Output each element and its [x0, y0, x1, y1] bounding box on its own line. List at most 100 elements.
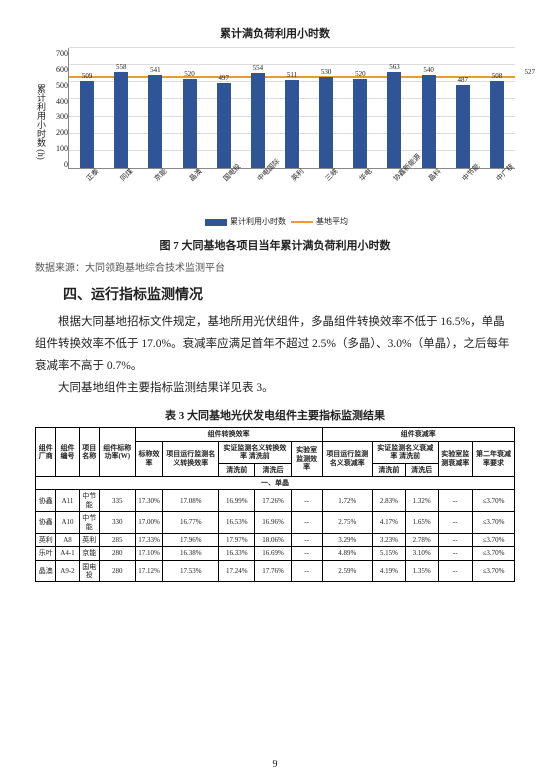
td: 16.99%	[219, 490, 255, 512]
td: 17.24%	[219, 560, 255, 582]
td: 330	[99, 512, 135, 534]
td: 17.97%	[219, 533, 255, 546]
td: A9-2	[56, 560, 79, 582]
legend-avg-label: 基地平均	[316, 217, 348, 226]
section-heading: 四、运行指标监测情况	[35, 284, 515, 304]
chart-legend: 累计利用小时数 基地平均	[35, 216, 515, 227]
td: 3.23%	[373, 533, 406, 546]
th: 实验室监测效率	[291, 441, 322, 476]
th: 组件标称功率(W)	[99, 428, 135, 477]
td: 1.72%	[322, 490, 373, 512]
th-section: 一、单晶	[36, 476, 515, 489]
td: 17.33%	[135, 533, 163, 546]
th: 清洗前	[219, 463, 255, 476]
th: 组件转换效率	[135, 428, 322, 441]
td: 协鑫	[36, 490, 56, 512]
td: 17.96%	[163, 533, 219, 546]
td: 2.59%	[322, 560, 373, 582]
legend-bar-swatch	[205, 219, 227, 226]
td: --	[291, 512, 322, 534]
th: 实证监测名义衰减率 清洗前	[373, 441, 438, 463]
td: --	[291, 533, 322, 546]
td: 京能	[79, 547, 99, 560]
chart-plot: 527509正泰558同煤541京能520晶澳497国电投554中电国际511英…	[68, 48, 515, 169]
td: 17.12%	[135, 560, 163, 582]
td: A11	[56, 490, 79, 512]
th: 实验室监测衰减率	[438, 441, 472, 476]
page-number: 9	[0, 759, 550, 770]
td: --	[438, 533, 472, 546]
td: 1.35%	[405, 560, 438, 582]
td: 英利	[36, 533, 56, 546]
th: 组件编号	[56, 428, 79, 477]
td: ≤3.70%	[472, 547, 514, 560]
td: ≤3.70%	[472, 560, 514, 582]
td: --	[438, 547, 472, 560]
td: 16.53%	[219, 512, 255, 534]
td: 2.75%	[322, 512, 373, 534]
td: 中节能	[79, 490, 99, 512]
td: A10	[56, 512, 79, 534]
td: 17.76%	[255, 560, 291, 582]
td: 3.29%	[322, 533, 373, 546]
td: 晶澳	[36, 560, 56, 582]
data-source: 数据来源：大同领跑基地综合技术监测平台	[35, 259, 515, 274]
td: 1.32%	[405, 490, 438, 512]
th: 实证监测名义转换效率 清洗前	[219, 441, 291, 463]
td: 4.17%	[373, 512, 406, 534]
td: 4.89%	[322, 547, 373, 560]
td: 17.10%	[135, 547, 163, 560]
td: 16.69%	[255, 547, 291, 560]
td: 协鑫	[36, 512, 56, 534]
td: 285	[99, 533, 135, 546]
th: 项目名称	[79, 428, 99, 477]
th: 标称效率	[135, 441, 163, 476]
td: 1.65%	[405, 512, 438, 534]
td: 335	[99, 490, 135, 512]
th: 清洗后	[405, 463, 438, 476]
td: 4.19%	[373, 560, 406, 582]
td: 280	[99, 547, 135, 560]
bar-chart: 累计利用小时数 (h) 7006005004003002001000 52750…	[35, 49, 515, 194]
td: 16.77%	[163, 512, 219, 534]
legend-avg-swatch	[291, 221, 313, 223]
td: 17.53%	[163, 560, 219, 582]
td: 英利	[79, 533, 99, 546]
td: 中节能	[79, 512, 99, 534]
table-caption: 表 3 大同基地光伏发电组件主要指标监测结果	[35, 407, 515, 423]
td: --	[438, 490, 472, 512]
td: 2.78%	[405, 533, 438, 546]
th: 项目运行监测名义衰减率	[322, 441, 373, 476]
td: 280	[99, 560, 135, 582]
results-table: 组件厂商 组件编号 项目名称 组件标称功率(W) 组件转换效率 组件衰减率 标称…	[35, 427, 515, 582]
th: 组件厂商	[36, 428, 56, 477]
td: 16.96%	[255, 512, 291, 534]
td: --	[291, 547, 322, 560]
td: A8	[56, 533, 79, 546]
td: --	[438, 512, 472, 534]
td: --	[438, 560, 472, 582]
th: 清洗前	[373, 463, 406, 476]
td: 国电投	[79, 560, 99, 582]
legend-bar-label: 累计利用小时数	[230, 217, 286, 226]
td: --	[291, 560, 322, 582]
y-axis-ticks: 7006005004003002001000	[50, 49, 68, 169]
paragraph-1: 根据大同基地招标文件规定，基地所用光伏组件，多晶组件转换效率不低于 16.5%，…	[35, 312, 515, 378]
td: 17.26%	[255, 490, 291, 512]
td: 17.00%	[135, 512, 163, 534]
td: 16.38%	[163, 547, 219, 560]
chart-title: 累计满负荷利用小时数	[35, 25, 515, 41]
td: 3.10%	[405, 547, 438, 560]
figure-caption: 图 7 大同基地各项目当年累计满负荷利用小时数	[35, 237, 515, 253]
td: --	[291, 490, 322, 512]
td: ≤3.70%	[472, 490, 514, 512]
td: ≤3.70%	[472, 512, 514, 534]
td: 16.33%	[219, 547, 255, 560]
th: 项目运行监测名义转换效率	[163, 441, 219, 476]
td: 5.15%	[373, 547, 406, 560]
td: A4-1	[56, 547, 79, 560]
paragraph-2: 大同基地组件主要指标监测结果详见表 3。	[35, 378, 515, 400]
td: 17.30%	[135, 490, 163, 512]
td: 17.08%	[163, 490, 219, 512]
th: 第二年衰减率要求	[472, 441, 514, 476]
